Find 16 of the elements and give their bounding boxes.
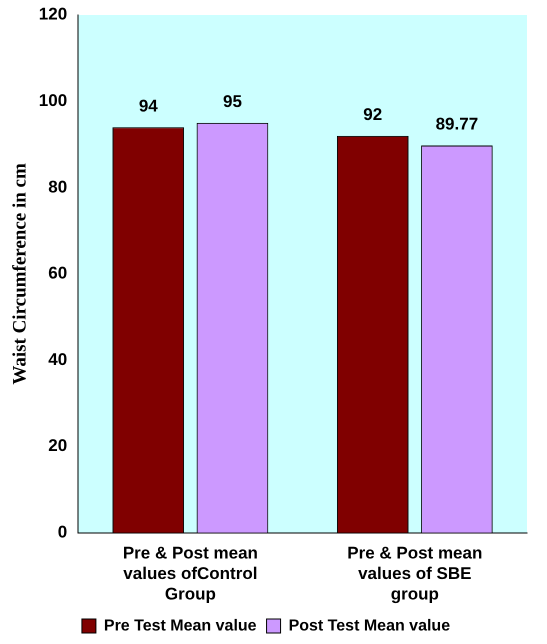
y-tick-label: 100 bbox=[38, 90, 68, 110]
y-axis-title: Waist Circumference in cm bbox=[9, 163, 30, 385]
y-tick-label: 40 bbox=[48, 350, 68, 369]
data-label: 94 bbox=[138, 96, 158, 116]
legend-label: Pre Test Mean value bbox=[104, 617, 257, 634]
x-tick-label: Pre & Post mean values ofControl Group bbox=[122, 544, 258, 604]
x-tick-label: Pre & Post mean values of SBE group bbox=[347, 544, 482, 604]
y-tick-label: 120 bbox=[38, 4, 68, 24]
data-label: 95 bbox=[222, 92, 242, 112]
data-label: 92 bbox=[363, 105, 382, 124]
y-tick-label: 20 bbox=[48, 436, 68, 456]
y-tick-label: 80 bbox=[48, 177, 68, 196]
data-label: 89.77 bbox=[436, 114, 478, 134]
y-tick-label: 60 bbox=[48, 264, 68, 283]
y-tick-label: 0 bbox=[58, 522, 68, 542]
legend-label: Post Test Mean value bbox=[288, 617, 450, 634]
